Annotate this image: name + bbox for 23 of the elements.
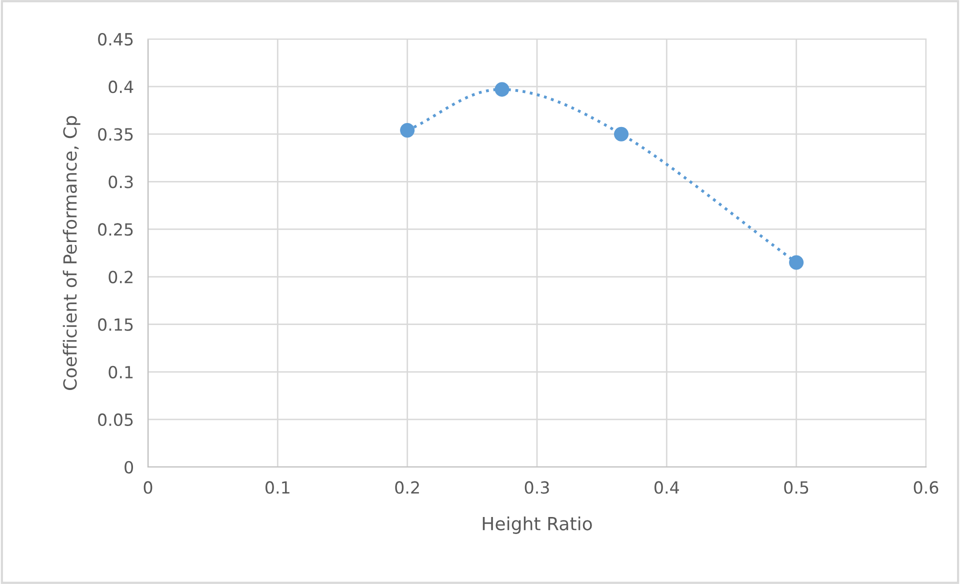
- point: [494, 82, 510, 97]
- y-tick-label: 0.25: [98, 223, 133, 236]
- y-tick-label: 0.05: [98, 413, 133, 426]
- point: [614, 126, 629, 142]
- y-tick-label: 0: [124, 460, 134, 474]
- x-tick-label: 0.1: [266, 481, 290, 494]
- point: [789, 255, 804, 270]
- x-tick-label: 0.3: [524, 481, 549, 494]
- y-tick-label: 0.3: [108, 176, 133, 188]
- x-tick-label: 0.5: [784, 481, 808, 494]
- x-tick-label: 0.4: [654, 481, 679, 494]
- y-tick-label: 0.1: [108, 366, 133, 378]
- x-tick-label: 0.2: [395, 481, 419, 494]
- x-tick-label: 0.6: [914, 481, 938, 494]
- x-tick-label: 0: [144, 481, 152, 494]
- y-tick-label: 0.45: [98, 32, 133, 46]
- point: [400, 123, 415, 138]
- y-tick-label: 0.2: [108, 270, 132, 284]
- y-tick-label: 0.15: [98, 318, 133, 331]
- y-tick-label: 0.4: [108, 80, 134, 94]
- y-axis-title: Coefficient of Performance, Cp: [62, 116, 80, 390]
- x-axis-title: Height Ratio: [482, 516, 592, 534]
- y-tick-label: 0.35: [98, 128, 133, 141]
